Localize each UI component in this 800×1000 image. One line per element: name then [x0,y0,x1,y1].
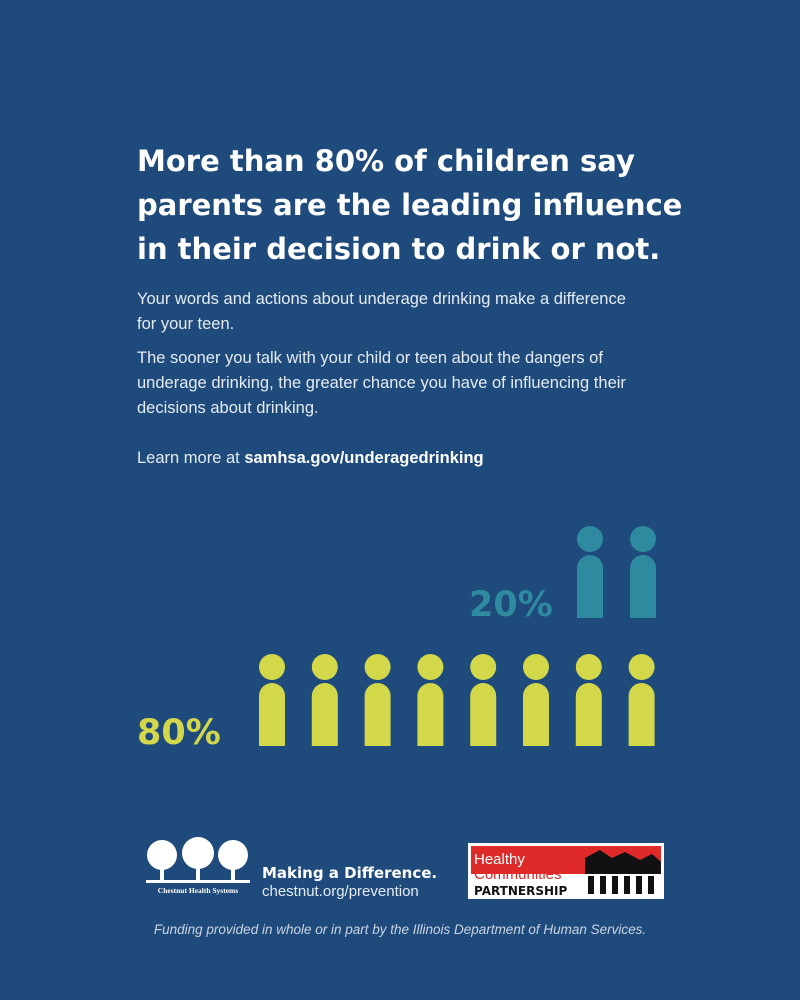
figure-head [259,654,285,680]
figure-head [417,654,444,680]
figure-body [311,683,338,746]
figure-body [630,555,656,618]
figure-head [523,654,549,680]
stat-label: 80% [137,713,221,753]
stat-label: 20% [469,585,553,625]
body-line: for your teen. [137,315,234,333]
learn-more: Learn more at samhsa.gov/underagedrinkin… [137,449,484,467]
learn-more-link: samhsa.gov/underagedrinking [244,449,483,467]
chestnut-name: Chestnut Health Systems [158,886,239,895]
teal-figures [577,526,656,618]
funding-note: Funding provided in whole or in part by … [154,922,646,937]
figure-head [470,654,497,680]
yellow-figures [259,654,655,746]
figure-body [470,683,497,746]
figure-head [630,526,656,552]
figure-head [577,526,603,552]
tagline: Making a Difference. [262,864,437,882]
headline-line: in their decision to drink or not. [137,232,660,266]
partner-line: Communities [474,866,562,883]
body-line: The sooner you talk with your child or t… [137,349,603,367]
headline: More than 80% of children say parents ar… [137,144,682,266]
figure-body [575,683,602,746]
headline-line: More than 80% of children say [137,144,635,178]
figure-body [577,555,603,618]
figure-body [417,683,444,746]
partner-line: PARTNERSHIP [474,884,567,898]
figure-head [628,654,655,680]
body-line: decisions about drinking. [137,399,319,417]
chestnut-logo: Chestnut Health Systems [146,837,250,895]
body-line: underage drinking, the greater chance yo… [137,374,626,392]
figure-head [364,654,391,680]
figure-head [311,654,338,680]
figure-head [575,654,602,680]
figure-body [364,683,391,746]
learn-more-prefix: Learn more at [137,449,240,467]
figure-body [628,683,655,746]
figure-body [523,683,549,746]
figure-body [259,683,285,746]
partner-line: Healthy [474,851,525,868]
headline-line: parents are the leading influence [137,188,682,222]
chestnut-url: chestnut.org/prevention [262,883,419,900]
body-line: Your words and actions about underage dr… [137,290,626,308]
partner-logo: Healthy Communities PARTNERSHIP [468,843,664,899]
